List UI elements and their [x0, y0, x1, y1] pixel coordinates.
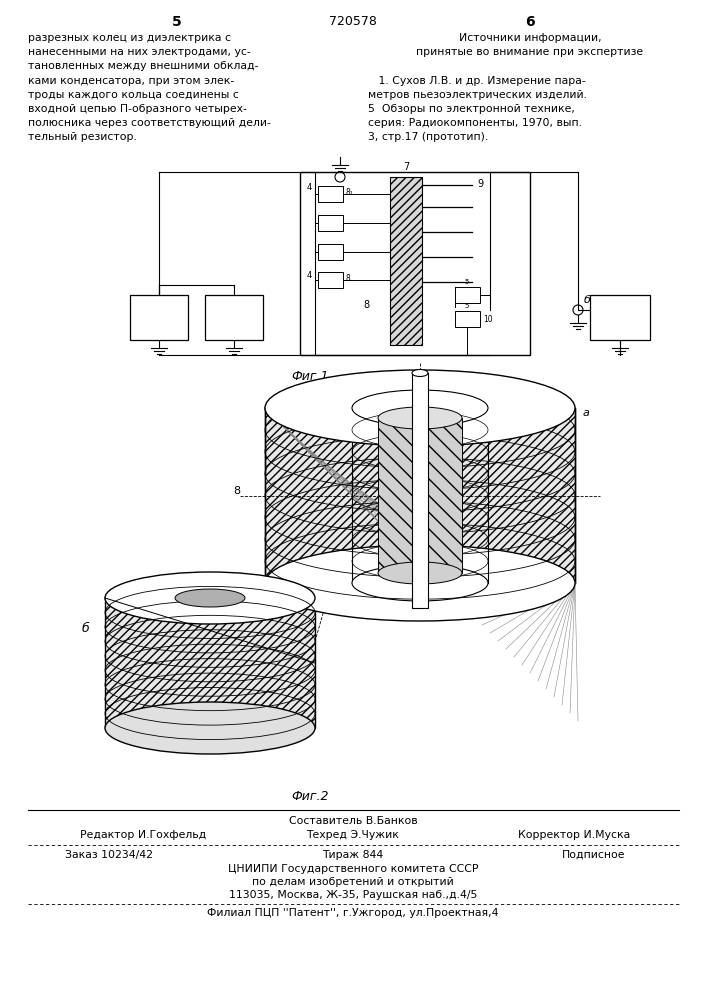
Text: 10: 10	[483, 314, 493, 324]
Text: б: б	[584, 295, 591, 305]
Text: 11: 11	[516, 586, 528, 596]
Text: g: g	[240, 708, 246, 718]
Text: 4: 4	[307, 183, 312, 192]
Ellipse shape	[175, 589, 245, 607]
Text: 9: 9	[477, 179, 483, 189]
Ellipse shape	[412, 369, 428, 376]
Text: метров пьезоэлектрических изделий.: метров пьезоэлектрических изделий.	[368, 90, 587, 100]
Bar	[265, 408, 575, 583]
Text: Корректор И.Муска: Корректор И.Муска	[518, 830, 630, 840]
Text: R'₁: R'₁	[325, 219, 336, 228]
Text: 4: 4	[307, 271, 312, 280]
Bar	[590, 295, 650, 340]
Bar	[205, 295, 263, 340]
Text: Техред Э.Чужик: Техред Э.Чужик	[307, 830, 399, 840]
Text: разрезных колец из диэлектрика с: разрезных колец из диэлектрика с	[28, 33, 231, 43]
Ellipse shape	[378, 407, 462, 429]
Text: 7: 7	[403, 162, 409, 172]
Text: 113035, Москва, Ж-35, Раушская наб.,д.4/5: 113035, Москва, Ж-35, Раушская наб.,д.4/…	[229, 890, 477, 900]
Ellipse shape	[352, 390, 488, 426]
Text: по делам изобретений и открытий: по делам изобретений и открытий	[252, 877, 454, 887]
Text: 2: 2	[616, 311, 624, 324]
Text: 8: 8	[233, 486, 240, 495]
Text: 1. Сухов Л.В. и др. Измерение пара-: 1. Сухов Л.В. и др. Измерение пара-	[368, 76, 586, 86]
Bar	[318, 272, 343, 288]
Text: ЦНИИПИ Государственного комитета СССР: ЦНИИПИ Государственного комитета СССР	[228, 864, 478, 874]
Text: 5: 5	[464, 279, 469, 285]
Bar	[378, 418, 462, 573]
Text: Составитель В.Банков: Составитель В.Банков	[288, 816, 417, 826]
Text: R'ₙ: R'ₙ	[325, 275, 336, 284]
Text: тановленных между внешними обклад-: тановленных между внешними обклад-	[28, 61, 259, 71]
Bar	[455, 311, 480, 327]
Bar	[105, 598, 315, 728]
Bar	[455, 287, 480, 303]
Text: 5: 5	[464, 303, 469, 309]
Text: 5  Обзоры по электронной технике,: 5 Обзоры по электронной технике,	[368, 104, 575, 114]
Text: R'₁: R'₁	[325, 190, 336, 198]
Text: принятые во внимание при экспертизе: принятые во внимание при экспертизе	[416, 47, 643, 57]
Text: Источники информации,: Источники информации,	[459, 33, 602, 43]
Bar	[412, 373, 428, 608]
Text: Редактор И.Гохфельд: Редактор И.Гохфельд	[80, 830, 206, 840]
Text: тельный резистор.: тельный резистор.	[28, 132, 137, 142]
Text: Фиг.1: Фиг.1	[291, 370, 329, 383]
Text: R'': R''	[463, 314, 472, 324]
Text: 6: 6	[525, 15, 534, 29]
Bar	[265, 408, 575, 583]
Text: 9: 9	[503, 573, 509, 583]
Bar	[300, 172, 530, 355]
Text: 8: 8	[356, 388, 363, 398]
Text: серия: Радиокомпоненты, 1970, вып.: серия: Радиокомпоненты, 1970, вып.	[368, 118, 582, 128]
Text: 11: 11	[240, 733, 252, 743]
Bar	[390, 177, 422, 345]
Text: Тираж 844: Тираж 844	[322, 850, 384, 860]
Ellipse shape	[352, 565, 488, 601]
Bar	[318, 186, 343, 202]
Text: R': R'	[464, 290, 471, 300]
Text: Фиг.2: Фиг.2	[291, 790, 329, 803]
Text: ками конденсатора, при этом элек-: ками конденсатора, при этом элек-	[28, 76, 234, 86]
Ellipse shape	[265, 545, 575, 621]
Text: 7: 7	[425, 373, 432, 383]
Text: а: а	[583, 408, 590, 418]
Ellipse shape	[378, 562, 462, 584]
Text: входной цепью П-образного четырех-: входной цепью П-образного четырех-	[28, 104, 247, 114]
Text: полюсника через соответствующий дели-: полюсника через соответствующий дели-	[28, 118, 271, 128]
Text: троды каждого кольца соединены с: троды каждого кольца соединены с	[28, 90, 239, 100]
Ellipse shape	[265, 370, 575, 446]
Text: Филиал ПЦП ''Патент'', г.Ужгород, ул.Проектная,4: Филиал ПЦП ''Патент'', г.Ужгород, ул.Про…	[207, 908, 498, 918]
Text: 1: 1	[155, 311, 163, 324]
Bar	[318, 244, 343, 260]
Text: 3: 3	[230, 311, 238, 324]
Text: 720578: 720578	[329, 15, 377, 28]
Text: б: б	[81, 621, 89, 635]
Text: 8: 8	[345, 274, 350, 283]
Text: 8: 8	[364, 300, 370, 310]
Text: 8₁: 8₁	[345, 188, 353, 197]
Bar	[130, 295, 188, 340]
Bar	[318, 215, 343, 231]
Text: 3, стр.17 (прототип).: 3, стр.17 (прототип).	[368, 132, 489, 142]
Text: 5: 5	[172, 15, 182, 29]
Text: Заказ 10234/42: Заказ 10234/42	[65, 850, 153, 860]
Ellipse shape	[105, 572, 315, 624]
Ellipse shape	[105, 702, 315, 754]
Text: нанесенными на них электродами, ус-: нанесенными на них электродами, ус-	[28, 47, 251, 57]
Text: R'ₚ: R'ₚ	[325, 247, 336, 256]
Text: Подписное: Подписное	[561, 850, 625, 860]
